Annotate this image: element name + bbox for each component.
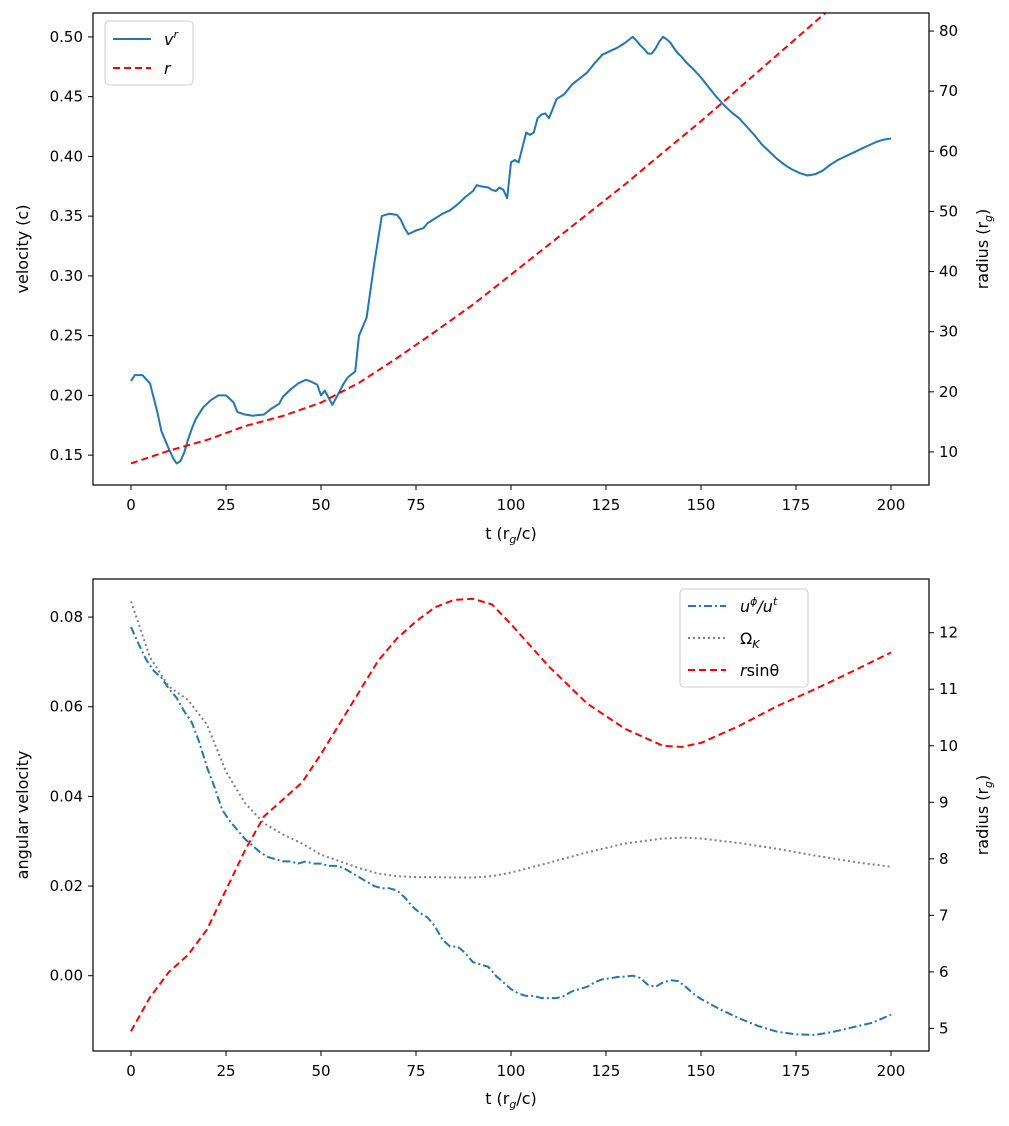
bottom-x-tick-label: 75 bbox=[406, 1062, 425, 1080]
bottom-y-left-tick-label: 0.00 bbox=[50, 967, 83, 985]
top-x-tick-label: 150 bbox=[687, 496, 716, 514]
top-left-y-axis-label: velocity (c) bbox=[13, 205, 32, 294]
bottom-y-left-tick-label: 0.04 bbox=[50, 787, 83, 805]
bottom-y-right-tick-label: 6 bbox=[939, 963, 949, 981]
bottom-right-y-axis-label: radius (rg) bbox=[973, 775, 995, 856]
top-y-right-tick-label: 30 bbox=[939, 323, 958, 341]
top-y-right-tick-label: 60 bbox=[939, 142, 958, 160]
bottom-legend: uϕ/ut ΩK rsinθ bbox=[679, 588, 809, 688]
bottom-x-tick-label: 0 bbox=[126, 1062, 136, 1080]
top-x-tick-label: 75 bbox=[406, 496, 425, 514]
top-series-line-0 bbox=[130, 35, 892, 465]
top-y-right-tick-label: 10 bbox=[939, 443, 958, 461]
top-y-right-tick-label: 40 bbox=[939, 263, 958, 281]
bottom-x-tick-label: 150 bbox=[687, 1062, 716, 1080]
bottom-y-left-tick-label: 0.06 bbox=[50, 698, 83, 716]
top-x-tick-label: 25 bbox=[216, 496, 235, 514]
top-y-right-tick-label: 20 bbox=[939, 383, 958, 401]
bottom-x-tick-label: 25 bbox=[216, 1062, 235, 1080]
bottom-y-right-tick-label: 12 bbox=[939, 624, 958, 642]
top-x-tick-label: 175 bbox=[782, 496, 811, 514]
top-x-tick-label: 0 bbox=[126, 496, 136, 514]
legend-rsin-label: rsinθ bbox=[740, 661, 779, 680]
top-y-left-tick-label: 0.35 bbox=[50, 207, 83, 225]
top-y-left-tick-label: 0.25 bbox=[50, 327, 83, 345]
top-plot-frame bbox=[92, 12, 930, 486]
bottom-x-tick-label: 125 bbox=[592, 1062, 621, 1080]
bottom-plot-frame bbox=[92, 578, 930, 1052]
bottom-y-right-tick-label: 9 bbox=[939, 793, 949, 811]
bottom-y-right-tick-label: 11 bbox=[939, 680, 958, 698]
bottom-legend-box bbox=[679, 588, 809, 688]
bottom-x-tick-label: 175 bbox=[782, 1062, 811, 1080]
bottom-x-tick-label: 200 bbox=[877, 1062, 906, 1080]
bottom-y-left-tick-label: 0.08 bbox=[50, 608, 83, 626]
top-x-tick-label: 50 bbox=[311, 496, 330, 514]
bottom-y-right-tick-label: 8 bbox=[939, 850, 949, 868]
top-y-left-tick-label: 0.40 bbox=[50, 147, 83, 165]
top-y-left-tick-label: 0.15 bbox=[50, 446, 83, 464]
bottom-x-axis-label: t (rg/c) bbox=[485, 1089, 537, 1111]
top-x-tick-label: 200 bbox=[877, 496, 906, 514]
bottom-series-line-2 bbox=[130, 597, 892, 1032]
bottom-y-right-tick-label: 5 bbox=[939, 1019, 949, 1037]
bottom-x-tick-label: 100 bbox=[497, 1062, 526, 1080]
bottom-series-line-0 bbox=[130, 626, 892, 1036]
velocity-radius-panel: 0 25 50 75 100 125 150 175 200 0.15 0.20 0.25 0.30 0… bbox=[13, 12, 995, 546]
top-y-right-tick-label: 70 bbox=[939, 82, 958, 100]
legend-uphi-label: uϕ/ut bbox=[740, 595, 778, 616]
top-right-y-axis-label: radius (rg) bbox=[973, 209, 995, 290]
legend-omega-label: ΩK bbox=[740, 629, 760, 651]
bottom-x-tick-label: 50 bbox=[311, 1062, 330, 1080]
top-series-line-1 bbox=[130, 13, 827, 465]
top-x-axis-label: t (rg/c) bbox=[485, 524, 537, 546]
angular-velocity-radius-panel: 0 25 50 75 100 125 150 175 200 0.000.020.040.060… bbox=[13, 578, 995, 1111]
legend-r-label: r bbox=[164, 59, 172, 78]
bottom-y-left-tick-label: 0.02 bbox=[50, 877, 83, 895]
bottom-y-right-tick-label: 7 bbox=[939, 906, 949, 924]
top-x-tick-label: 125 bbox=[592, 496, 621, 514]
bottom-y-right-tick-label: 10 bbox=[939, 737, 958, 755]
top-y-left-tick-label: 0.45 bbox=[50, 88, 83, 106]
top-y-right-tick-label: 50 bbox=[939, 202, 958, 220]
bottom-left-y-axis-label: angular velocity bbox=[13, 751, 32, 880]
top-y-right-tick-label: 80 bbox=[939, 22, 958, 40]
top-legend: vr r bbox=[104, 20, 194, 86]
bottom-series-line-1 bbox=[130, 601, 892, 879]
top-legend-box bbox=[104, 20, 194, 86]
legend-vr-label: vr bbox=[164, 28, 179, 49]
top-x-tick-label: 100 bbox=[497, 496, 526, 514]
top-y-left-tick-label: 0.30 bbox=[50, 267, 83, 285]
top-y-left-tick-label: 0.20 bbox=[50, 386, 83, 404]
top-y-left-tick-label: 0.50 bbox=[50, 28, 83, 46]
